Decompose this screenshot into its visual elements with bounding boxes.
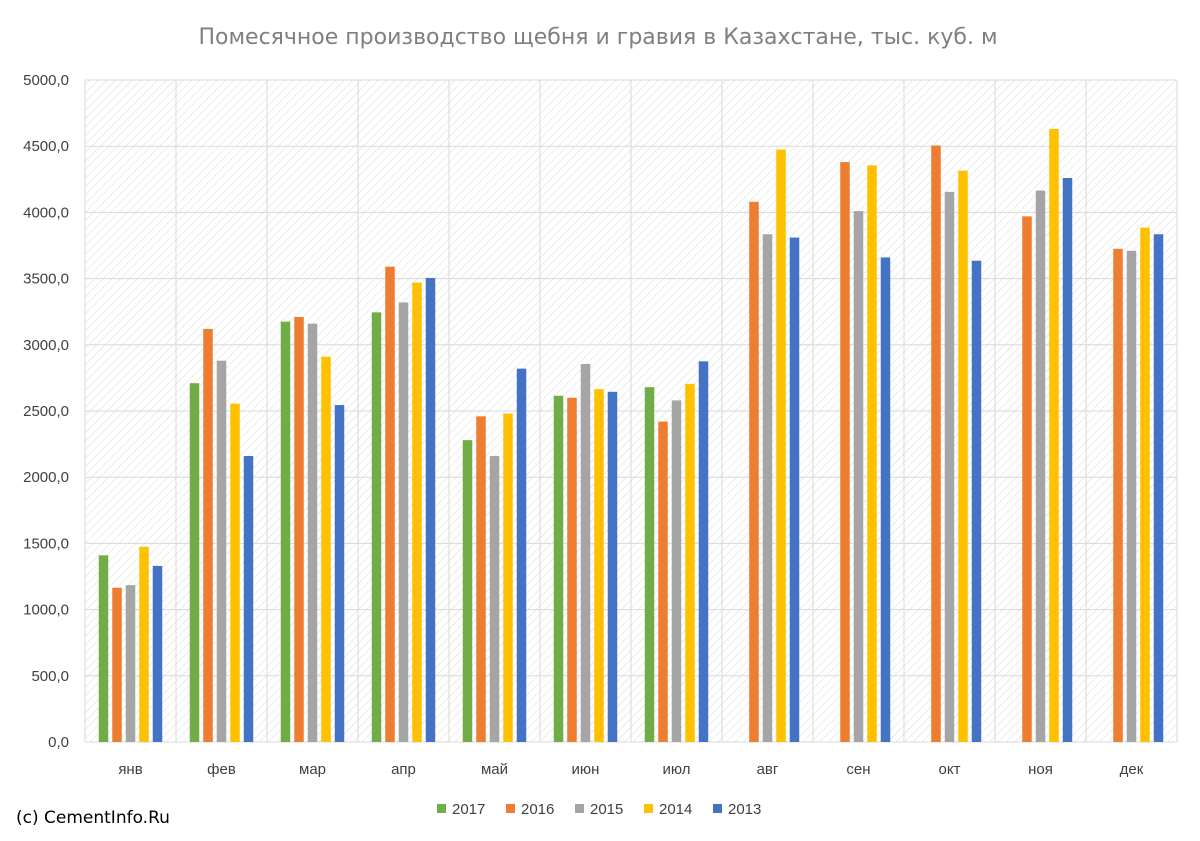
bar-2015-10	[944, 191, 955, 743]
x-tick-label: мар	[299, 761, 326, 778]
bar-2015-4	[398, 302, 409, 742]
bar-2015-9	[853, 211, 864, 743]
bar-2017-6	[553, 395, 564, 742]
bar-2017-7	[644, 387, 655, 742]
y-tick-label: 500,0	[31, 668, 69, 685]
bar-2016-5	[476, 416, 486, 742]
bar-2013-12	[1153, 234, 1164, 742]
bar-2014-2	[230, 403, 240, 742]
x-tick-label: ноя	[1028, 761, 1053, 778]
bar-2013-10	[971, 260, 982, 742]
bar-2016-8	[749, 201, 759, 743]
bar-2016-9	[840, 162, 850, 742]
bar-2014-10	[958, 170, 968, 743]
y-tick-label: 1500,0	[23, 535, 69, 552]
bar-2014-8	[776, 149, 786, 742]
x-tick-label: дек	[1120, 761, 1144, 778]
bar-2017-4	[371, 312, 382, 742]
bar-2015-3	[307, 323, 318, 742]
bar-2013-8	[789, 237, 800, 742]
x-tick-label: сен	[846, 761, 870, 778]
bar-2015-1	[125, 585, 136, 742]
x-tick-label: апр	[391, 761, 416, 778]
bar-2013-6	[607, 391, 618, 742]
legend-swatch-2013	[713, 804, 722, 813]
x-tick-label: июн	[572, 761, 600, 778]
x-tick-label: окт	[939, 761, 961, 778]
bar-2016-1	[112, 587, 122, 742]
bar-2013-9	[880, 257, 891, 742]
bar-2016-4	[385, 266, 395, 742]
bar-2017-2	[189, 383, 200, 742]
legend-swatch-2014	[644, 804, 653, 813]
y-tick-label: 2000,0	[23, 469, 69, 486]
bar-2015-8	[762, 234, 773, 742]
bar-2014-7	[685, 383, 695, 742]
bar-2015-5	[489, 456, 500, 742]
bar-2013-5	[516, 368, 527, 742]
y-tick-label: 2500,0	[23, 403, 69, 420]
grid-layer	[84, 79, 1178, 743]
bar-2014-12	[1140, 227, 1150, 743]
legend-label-2013: 2013	[728, 801, 761, 818]
legend-label-2015: 2015	[590, 801, 623, 818]
chart-title: Помесячное производство щебня и гравия в…	[198, 25, 997, 50]
x-tick-label: фев	[207, 761, 236, 778]
y-tick-label: 3000,0	[23, 337, 69, 354]
bar-2015-11	[1035, 190, 1046, 742]
bar-2013-2	[243, 456, 254, 742]
bar-2016-6	[567, 397, 577, 742]
bar-2015-2	[216, 360, 227, 742]
legend: 2017 2016 2015 2014 2013	[437, 801, 761, 818]
bar-2016-2	[203, 328, 213, 742]
legend-label-2014: 2014	[659, 801, 692, 818]
bar-2014-11	[1049, 128, 1059, 742]
bar-2016-7	[658, 421, 668, 742]
bar-2016-10	[931, 145, 941, 743]
y-axis: 0,0 500,0 1000,0 1500,0 2000,0 2500,0 3000,0 35…	[23, 72, 69, 751]
bar-2014-1	[139, 546, 149, 742]
bar-2015-12	[1126, 250, 1137, 742]
x-tick-label: авг	[757, 761, 779, 778]
bar-2014-6	[594, 389, 604, 742]
bar-2016-11	[1022, 216, 1032, 742]
bar-2013-7	[698, 361, 709, 742]
bar-2013-3	[334, 405, 345, 742]
bar-2015-6	[580, 363, 591, 742]
y-tick-label: 0,0	[48, 734, 69, 751]
x-tick-label: янв	[118, 761, 142, 778]
credit-text: (c) CementInfo.Ru	[16, 808, 170, 828]
bar-2017-5	[462, 440, 473, 742]
bar-2015-7	[671, 400, 682, 742]
bar-2016-12	[1113, 248, 1123, 742]
bar-2014-4	[412, 282, 422, 742]
bar-2016-3	[294, 316, 304, 742]
legend-swatch-2015	[575, 804, 584, 813]
bar-2013-4	[425, 277, 436, 742]
x-axis: янв фев мар апр май июн июл авг сен окт ноя дек	[118, 761, 1143, 778]
bar-2014-9	[867, 165, 877, 742]
bar-2013-11	[1062, 177, 1073, 742]
y-tick-label: 5000,0	[23, 72, 69, 89]
legend-swatch-2016	[506, 804, 515, 813]
y-tick-label: 1000,0	[23, 602, 69, 619]
legend-label-2017: 2017	[452, 801, 485, 818]
y-tick-label: 4500,0	[23, 138, 69, 155]
bars-layer	[98, 128, 1164, 743]
x-tick-label: май	[481, 761, 508, 778]
bar-2014-3	[321, 356, 331, 742]
legend-label-2016: 2016	[521, 801, 554, 818]
bar-2014-5	[503, 413, 513, 742]
bar-2013-1	[152, 565, 163, 742]
y-tick-label: 3500,0	[23, 271, 69, 288]
legend-swatch-2017	[437, 804, 446, 813]
y-tick-label: 4000,0	[23, 204, 69, 221]
bar-2017-1	[98, 555, 109, 742]
bar-2017-3	[280, 321, 291, 742]
x-tick-label: июл	[662, 761, 690, 778]
